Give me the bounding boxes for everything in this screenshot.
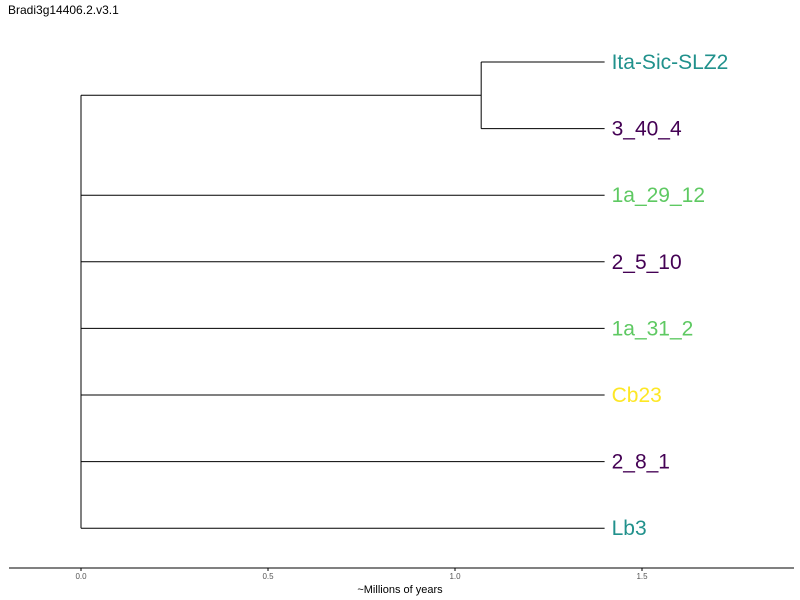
- tree-branches: [80, 61, 605, 529]
- tip-label: 1a_31_2: [612, 317, 694, 340]
- tip-label: 2_8_1: [612, 451, 670, 474]
- x-tick-label: 1.0: [449, 572, 461, 581]
- tip-label: 3_40_4: [612, 118, 682, 141]
- tip-label: 1a_29_12: [612, 184, 705, 207]
- x-tick-label: 0.0: [75, 572, 87, 581]
- tip-label: Cb23: [612, 384, 662, 407]
- page-title: Bradi3g14406.2.v3.1: [8, 3, 119, 17]
- tip-label: 2_5_10: [612, 251, 682, 274]
- tip-label: Lb3: [612, 517, 647, 540]
- x-axis-ticks: 0.0 0.5 1.0 1.5: [75, 568, 648, 581]
- x-tick-label: 1.5: [636, 572, 648, 581]
- tip-labels: Ita-Sic-SLZ2 3_40_4 1a_29_12 2_5_10 1a_31_2 C…: [612, 51, 729, 540]
- x-tick-label: 0.5: [262, 572, 274, 581]
- x-axis: 0.0 0.5 1.0 1.5 ~Millions of years: [9, 567, 794, 596]
- x-axis-label: ~Millions of years: [357, 584, 443, 596]
- tip-label: Ita-Sic-SLZ2: [612, 51, 729, 74]
